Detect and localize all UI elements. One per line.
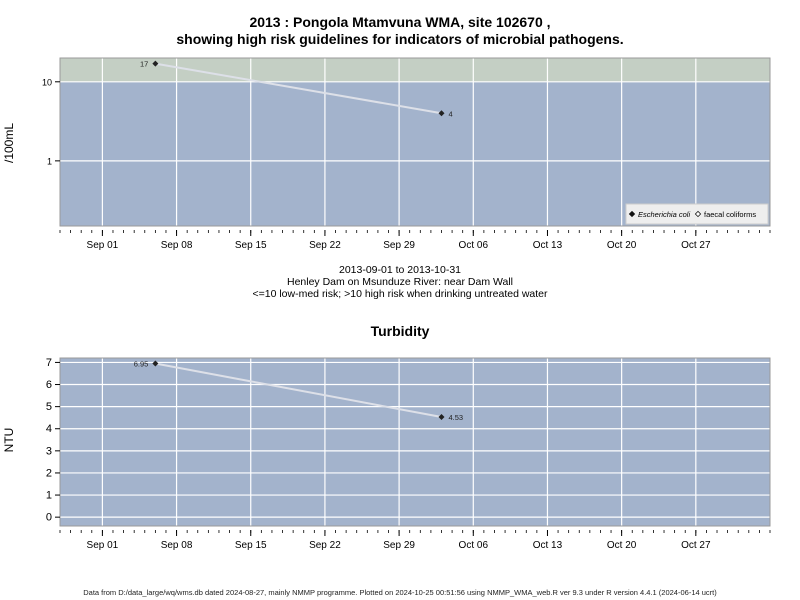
x-tick-label: Oct 13 xyxy=(533,540,563,551)
x-tick-label: Oct 13 xyxy=(533,240,563,251)
x-tick-label: Oct 06 xyxy=(459,240,489,251)
plot-panel xyxy=(60,358,770,526)
x-tick-label: Sep 15 xyxy=(235,240,267,251)
y-tick-label: 1 xyxy=(47,156,52,166)
x-tick-label: Oct 27 xyxy=(681,240,711,251)
x-tick-label: Oct 20 xyxy=(607,240,637,251)
x-tick-label: Sep 08 xyxy=(161,240,193,251)
series-line xyxy=(155,62,442,115)
x-tick-label: Sep 29 xyxy=(383,240,415,251)
legend-marker xyxy=(694,210,702,218)
x-tick-label: Oct 06 xyxy=(459,540,489,551)
caption-site: Henley Dam on Msunduze River: near Dam W… xyxy=(286,276,514,288)
legend-label: faecal coliforms xyxy=(704,210,756,219)
data-point xyxy=(438,414,445,421)
x-tick-label: Sep 15 xyxy=(235,540,267,551)
x-tick-label: Oct 20 xyxy=(607,540,637,551)
chart-title-line2: showing high risk guidelines for indicat… xyxy=(176,31,624,47)
x-tick-label: Sep 22 xyxy=(309,240,341,251)
x-tick-label: Sep 01 xyxy=(87,540,119,551)
y-tick-label: 0 xyxy=(46,512,52,524)
data-point xyxy=(152,360,159,367)
data-label: 4.53 xyxy=(448,413,463,422)
plot-border xyxy=(59,357,771,527)
y-tick-label: 5 xyxy=(46,401,52,413)
series-line xyxy=(155,362,442,419)
y-tick-label: 7 xyxy=(46,357,52,369)
x-tick-label: Oct 27 xyxy=(681,540,711,551)
chart2-title: Turbidity xyxy=(370,323,430,339)
caption-guideline: <=10 low-med risk; >10 high risk when dr… xyxy=(252,288,548,300)
y-tick-label: 10 xyxy=(42,77,52,87)
plot-panel xyxy=(60,58,770,226)
y-tick-label: 1 xyxy=(46,490,52,502)
caption-date-range: 2013-09-01 to 2013-10-31 xyxy=(338,264,461,276)
high-risk-band xyxy=(60,58,770,82)
data-label: 17 xyxy=(140,60,148,69)
data-point xyxy=(152,60,159,67)
x-tick-label: Sep 29 xyxy=(383,540,415,551)
data-label: 6.95 xyxy=(134,360,149,369)
x-tick-label: Sep 22 xyxy=(309,540,341,551)
data-point xyxy=(438,110,445,117)
footer-note: Data from D:/data_large/wq/wms.db dated … xyxy=(83,588,717,597)
y-tick-label: 3 xyxy=(46,445,52,457)
plot-border xyxy=(59,57,771,227)
x-tick-label: Sep 01 xyxy=(87,240,119,251)
y-tick-label: 4 xyxy=(46,423,52,435)
legend-label: Escherichia coli xyxy=(638,210,690,219)
data-label: 4 xyxy=(448,109,452,118)
y-tick-label: 6 xyxy=(46,379,52,391)
legend-marker xyxy=(628,210,636,218)
y-tick-label: 2 xyxy=(46,467,52,479)
chart-title-line1: 2013 : Pongola Mtamvuna WMA, site 102670… xyxy=(249,14,551,30)
ecoli-chart: 1 10 Sep 01 Sep 08 Sep 15 Sep 22 Sep 29 Oct 06 O… xyxy=(42,57,771,251)
x-tick-label: Sep 08 xyxy=(161,540,193,551)
